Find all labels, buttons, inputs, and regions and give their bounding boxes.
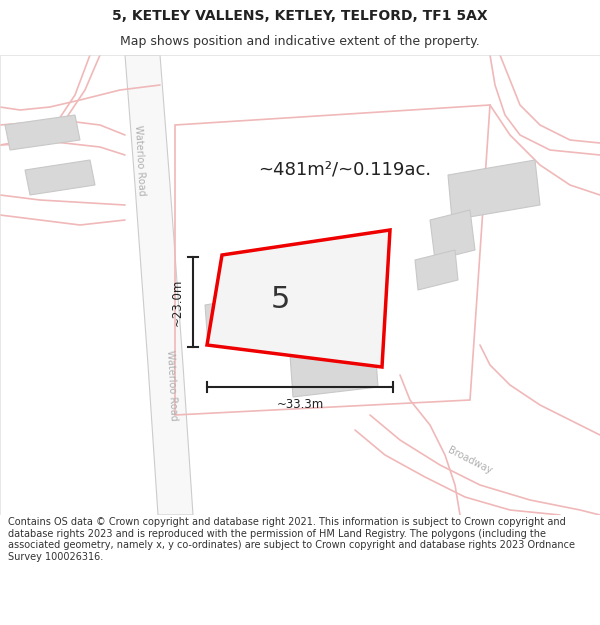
Polygon shape <box>415 250 458 290</box>
Text: Broadway: Broadway <box>446 444 494 476</box>
Text: ~23.0m: ~23.0m <box>170 278 184 326</box>
Text: 5: 5 <box>271 285 290 314</box>
Polygon shape <box>5 115 80 150</box>
Text: Map shows position and indicative extent of the property.: Map shows position and indicative extent… <box>120 35 480 48</box>
Polygon shape <box>205 295 268 345</box>
Polygon shape <box>125 55 193 515</box>
Text: Waterloo Road: Waterloo Road <box>133 124 147 196</box>
Polygon shape <box>25 160 95 195</box>
Text: 5, KETLEY VALLENS, KETLEY, TELFORD, TF1 5AX: 5, KETLEY VALLENS, KETLEY, TELFORD, TF1 … <box>112 9 488 24</box>
Text: Contains OS data © Crown copyright and database right 2021. This information is : Contains OS data © Crown copyright and d… <box>8 518 575 562</box>
Text: ~33.3m: ~33.3m <box>277 399 323 411</box>
Text: ~481m²/~0.119ac.: ~481m²/~0.119ac. <box>259 161 431 179</box>
Text: Waterloo Road: Waterloo Road <box>165 349 179 421</box>
Polygon shape <box>290 345 378 397</box>
Polygon shape <box>448 160 540 220</box>
Polygon shape <box>207 230 390 367</box>
Polygon shape <box>430 210 475 260</box>
